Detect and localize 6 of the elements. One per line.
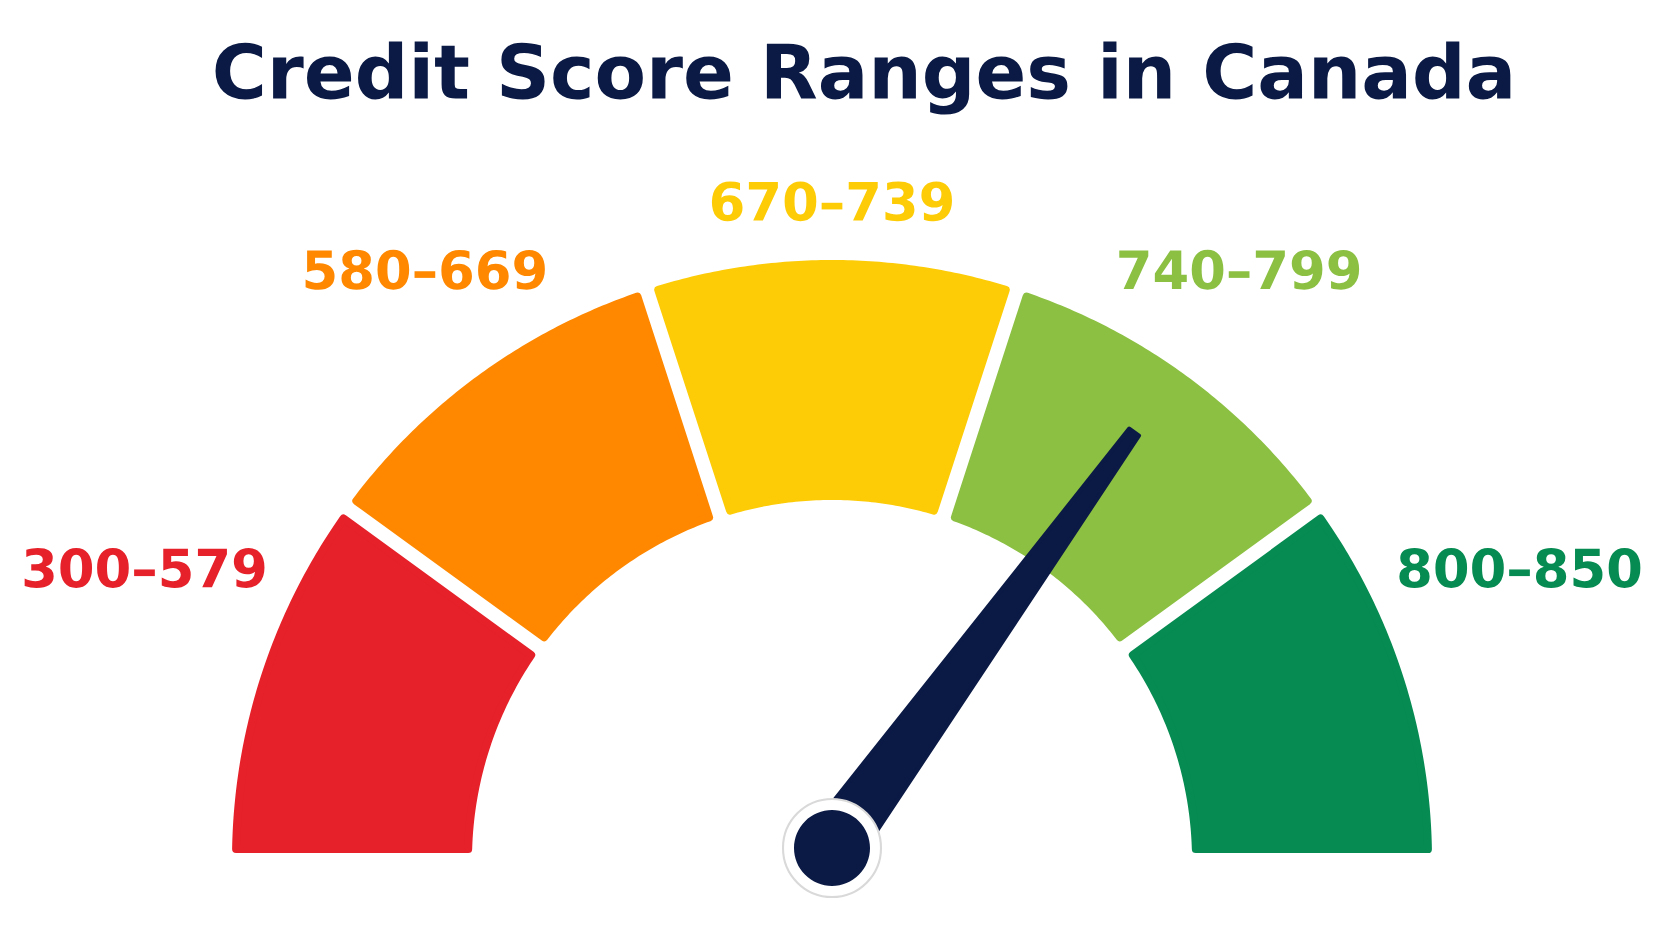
slice-label: 580–669 xyxy=(305,249,545,290)
slice-label: 300–579 xyxy=(24,548,265,588)
slice-label: 670–739 xyxy=(711,181,952,222)
chart-title: Credit Score Ranges in Canada xyxy=(215,41,1511,115)
slice-label: 740–799 xyxy=(1119,249,1360,290)
slice-label: 800–850 xyxy=(1399,548,1641,588)
